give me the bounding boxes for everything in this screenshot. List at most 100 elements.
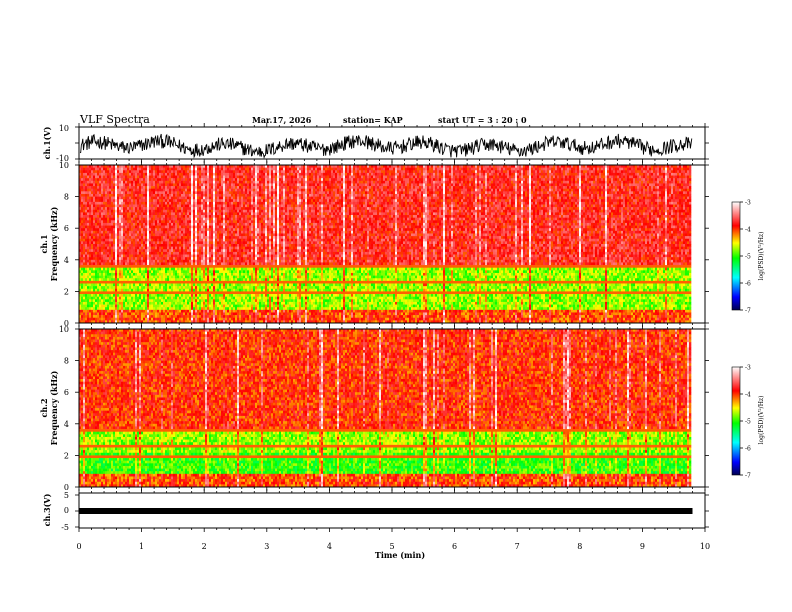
spec-cell bbox=[127, 257, 130, 261]
spec-cell bbox=[207, 215, 210, 218]
spec-cell bbox=[133, 238, 136, 242]
spec-cell bbox=[81, 317, 84, 321]
spec-cell bbox=[193, 186, 196, 190]
spec-cell bbox=[177, 178, 180, 182]
spec-cell bbox=[183, 225, 186, 229]
spec-cell bbox=[185, 299, 188, 303]
spec-cell bbox=[125, 193, 128, 197]
spec-cell bbox=[127, 317, 130, 321]
spec-cell bbox=[229, 267, 232, 271]
spec-cell bbox=[111, 270, 114, 274]
spec-cell bbox=[81, 251, 84, 255]
spec-cell bbox=[191, 238, 194, 242]
spec-cell bbox=[139, 191, 142, 195]
spec-cell bbox=[145, 309, 148, 313]
spec-cell bbox=[121, 196, 124, 200]
spec-cell bbox=[93, 315, 96, 319]
spec-cell bbox=[103, 294, 106, 297]
spec-cell bbox=[161, 262, 164, 266]
spec-cell bbox=[139, 201, 142, 205]
spec-cell bbox=[101, 294, 104, 297]
spec-cell bbox=[131, 291, 134, 295]
spec-cell bbox=[195, 278, 198, 282]
spec-cell bbox=[103, 249, 106, 253]
spec-cell bbox=[209, 175, 212, 179]
spec-cell bbox=[93, 233, 96, 237]
spec-cell bbox=[235, 222, 238, 226]
spec-cell bbox=[211, 222, 214, 226]
spec-cell bbox=[201, 265, 204, 269]
spec-cell bbox=[229, 217, 232, 221]
spec-cell bbox=[161, 291, 164, 295]
spec-cell bbox=[123, 317, 126, 321]
spec-cell bbox=[175, 204, 178, 208]
spec-cell bbox=[217, 233, 220, 237]
spec-cell bbox=[229, 172, 232, 176]
spec-cell bbox=[109, 299, 112, 303]
spec-cell bbox=[109, 315, 112, 319]
spec-cell bbox=[203, 280, 206, 284]
spec-cell bbox=[223, 167, 226, 171]
spec-cell bbox=[131, 246, 134, 250]
spec-cell bbox=[117, 249, 120, 253]
spec-cell bbox=[201, 307, 204, 311]
spec-cell bbox=[217, 294, 220, 297]
spec-cell bbox=[117, 225, 120, 229]
spec-cell bbox=[227, 175, 230, 179]
spec-cell bbox=[127, 267, 130, 271]
spec-cell bbox=[241, 167, 244, 171]
spec-cell bbox=[233, 307, 236, 311]
spec-cell bbox=[119, 272, 122, 276]
spec-cell bbox=[141, 254, 144, 258]
spec-cell bbox=[127, 320, 130, 324]
spec-cell bbox=[141, 241, 144, 245]
spec-cell bbox=[233, 246, 236, 250]
spec-cell bbox=[167, 270, 170, 274]
spec-cell bbox=[157, 199, 160, 203]
spec-cell bbox=[111, 307, 114, 311]
spec-cell bbox=[129, 236, 132, 240]
spec-cell bbox=[155, 233, 158, 237]
spec-cell bbox=[193, 230, 196, 234]
spec-cell bbox=[199, 280, 202, 284]
spec-cell bbox=[233, 262, 236, 266]
spec-cell bbox=[169, 270, 172, 274]
spec-cell bbox=[189, 257, 192, 261]
spec-cell bbox=[105, 241, 108, 245]
spec-cell bbox=[223, 215, 226, 218]
spec-cell bbox=[145, 228, 148, 232]
spec-cell bbox=[213, 244, 216, 247]
spec-cell bbox=[131, 267, 134, 271]
spec-cell bbox=[155, 291, 158, 295]
spec-cell bbox=[81, 249, 84, 253]
spec-cell bbox=[217, 283, 220, 287]
spec-cell bbox=[119, 188, 122, 192]
spec-cell bbox=[167, 196, 170, 200]
spec-cell bbox=[193, 188, 196, 192]
spec-cell bbox=[211, 207, 214, 211]
spec-cell bbox=[93, 199, 96, 203]
spec-cell bbox=[163, 259, 166, 263]
spec-cell bbox=[101, 209, 104, 213]
spec-cell bbox=[163, 262, 166, 266]
spec-cell bbox=[209, 220, 212, 224]
spec-cell bbox=[113, 167, 116, 171]
spec-cell bbox=[211, 301, 214, 305]
spec-cell bbox=[229, 317, 232, 321]
spec-cell bbox=[175, 301, 178, 305]
spec-cell bbox=[141, 294, 144, 297]
spec-cell bbox=[217, 259, 220, 263]
spec-cell bbox=[147, 215, 150, 218]
spec-cell bbox=[215, 307, 218, 311]
spec-cell bbox=[219, 191, 222, 195]
spec-cell bbox=[105, 286, 108, 290]
spec-cell bbox=[153, 191, 156, 195]
spec-cell bbox=[85, 225, 88, 229]
spec-cell bbox=[231, 307, 234, 311]
spec-cell bbox=[131, 220, 134, 224]
spec-cell bbox=[79, 172, 82, 176]
spec-cell bbox=[175, 251, 178, 255]
spec-cell bbox=[165, 217, 168, 221]
spec-cell bbox=[191, 296, 194, 300]
spec-cell bbox=[101, 191, 104, 195]
